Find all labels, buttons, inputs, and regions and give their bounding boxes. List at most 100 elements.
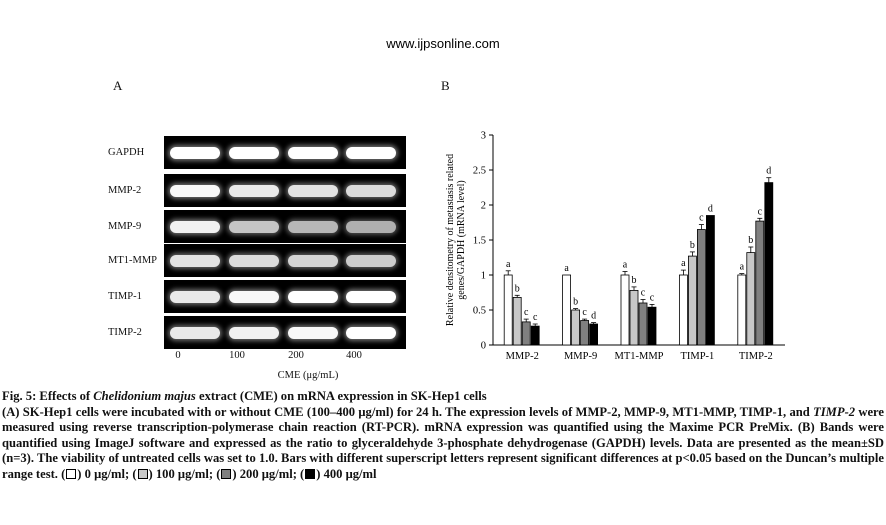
bar: [503, 274, 513, 346]
bar-chart: 0 0.5 1 1.5 2 2.5 3 Relative densitometry of me…: [445, 131, 785, 362]
gel-x-label: CME (μg/mL): [277, 370, 339, 381]
lane-label: 0: [175, 350, 181, 361]
gel-band: [346, 147, 396, 159]
significance-letter: a: [564, 263, 569, 274]
bar: [678, 274, 688, 346]
gel-band: [229, 185, 279, 197]
gel-band: [346, 255, 396, 267]
category-label: MMP-2: [506, 351, 539, 362]
gel-row-label: TIMP-2: [108, 327, 142, 338]
bar: [764, 182, 774, 346]
significance-letter: b: [748, 235, 753, 246]
gel-band: [229, 147, 279, 159]
bar: [746, 252, 756, 346]
y-axis-label-line2: genes/GAPDH (mRNA level): [456, 180, 467, 299]
bar: [638, 302, 648, 346]
significance-letter: d: [591, 311, 596, 322]
gel-band: [346, 327, 396, 339]
gel-row-image: [164, 174, 406, 207]
bar: [755, 220, 765, 346]
legend-swatch-200: [221, 468, 232, 479]
bar: [530, 325, 540, 346]
category-label: TIMP-2: [739, 351, 773, 362]
gel-band: [346, 221, 396, 233]
y-tick-label: 1: [481, 271, 486, 282]
bar: [687, 255, 697, 346]
legend-swatch-100: [137, 468, 148, 479]
bar: [737, 274, 747, 346]
bar: [521, 321, 531, 346]
significance-letter: a: [681, 258, 686, 269]
gel-row-label: MT1-MMP: [108, 255, 158, 266]
significance-letter: b: [573, 297, 578, 308]
caption-title: Fig. 5: Effects of Chelidonium majus ext…: [2, 389, 487, 403]
gel-row-label: GAPDH: [108, 147, 145, 158]
category-label: TIMP-1: [680, 351, 714, 362]
y-tick-label: 2: [481, 201, 486, 212]
journal-url: www.ijpsonline.com: [386, 36, 500, 51]
gel-band: [170, 255, 220, 267]
bar: [620, 274, 630, 346]
legend-swatch-400: [305, 468, 316, 479]
gel-band: [346, 185, 396, 197]
gel-band: [288, 185, 338, 197]
lane-label: 400: [346, 350, 362, 361]
bar: [696, 229, 706, 346]
gel-band: [229, 327, 279, 339]
y-tick-label: 3: [481, 131, 486, 142]
y-tick-label: 0.5: [473, 306, 486, 317]
significance-letter: c: [758, 206, 763, 217]
legend-swatch-0: [66, 468, 77, 479]
y-tick-label: 1.5: [473, 236, 486, 247]
significance-letter: c: [524, 307, 529, 318]
gel-band: [170, 147, 220, 159]
gel-band: [288, 147, 338, 159]
bar: [629, 289, 639, 346]
caption-body: (A) SK-Hep1 cells were incubated with or…: [2, 404, 884, 481]
significance-letter: a: [740, 262, 745, 273]
significance-letter: a: [506, 259, 511, 270]
gel-band: [229, 255, 279, 267]
significance-letter: c: [582, 307, 587, 318]
y-tick-label: 2.5: [473, 166, 486, 177]
bar: [562, 274, 571, 346]
category-label: MT1-MMP: [614, 351, 663, 362]
gel-band: [229, 221, 279, 233]
significance-letter: d: [766, 166, 771, 177]
panel-a-letter: A: [113, 78, 123, 93]
significance-letter: c: [533, 312, 538, 323]
category-label: MMP-9: [564, 351, 597, 362]
significance-letter: b: [632, 275, 637, 286]
gel-row-image: [164, 280, 406, 313]
gel-band: [170, 185, 220, 197]
significance-letter: d: [708, 204, 713, 215]
lane-label: 100: [229, 350, 245, 361]
gel-band: [170, 221, 220, 233]
gel-row-image: [164, 210, 406, 243]
gel-band: [288, 291, 338, 303]
y-tick-label: 0: [481, 341, 486, 352]
significance-letter: b: [515, 283, 520, 294]
gel-band: [288, 327, 338, 339]
gel-row-label: MMP-9: [108, 221, 142, 232]
lane-label: 200: [288, 350, 304, 361]
bar: [512, 296, 522, 346]
significance-letter: b: [690, 240, 695, 251]
bar: [580, 320, 590, 346]
bar: [571, 309, 581, 346]
gel-row-image: [164, 244, 406, 277]
panel-b-letter: B: [441, 78, 450, 93]
gel-row-label: MMP-2: [108, 185, 142, 196]
significance-letter: a: [623, 260, 628, 271]
gel-row-image: [164, 316, 406, 349]
bar: [589, 323, 599, 346]
gel-band: [288, 221, 338, 233]
gel-row-label: TIMP-1: [108, 291, 142, 302]
significance-letter: c: [641, 288, 646, 299]
gel-row-image: [164, 136, 406, 169]
y-axis-label-line1: Relative densitometry of metastasis rela…: [445, 154, 456, 326]
gel-band: [170, 291, 220, 303]
gel-band: [288, 255, 338, 267]
gel-band: [346, 291, 396, 303]
gel-band: [170, 327, 220, 339]
